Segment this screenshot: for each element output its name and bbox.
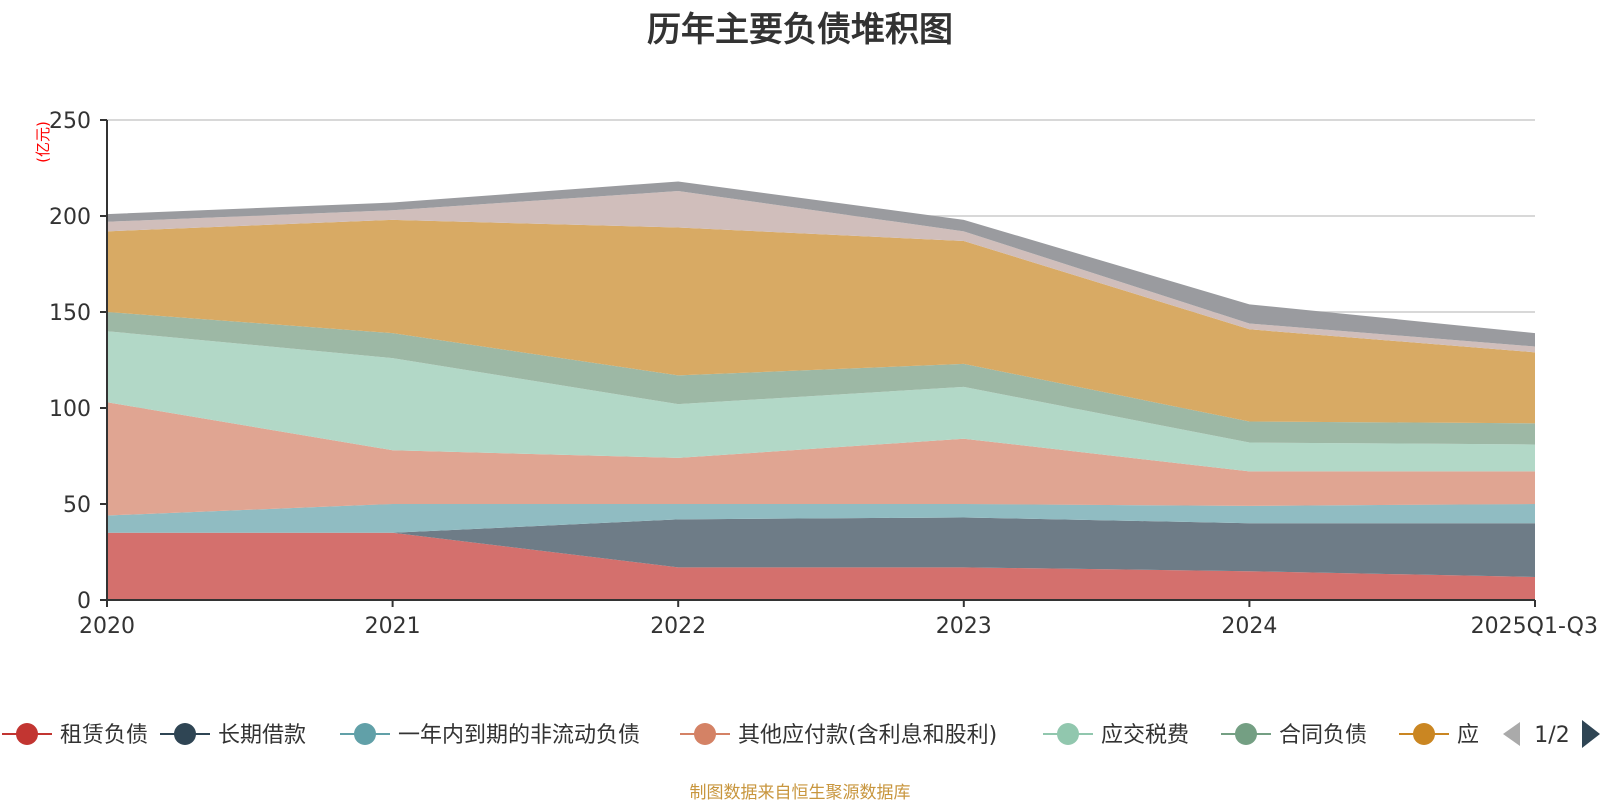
area-series-1[interactable] [107,532,1535,600]
legend-label: 长期借款 [218,723,306,748]
legend-label: 租赁负债 [60,723,148,748]
legend-item[interactable]: 应 [1399,723,1479,748]
legend: 租赁负债 长期借款 一年内到期的非流动负债 其他应付款(含利息和股利) 应交税费 合同负债… [2,712,1600,757]
legend-item[interactable]: 租赁负债 [2,723,148,748]
axes: 2020 2021 2022 2023 2024 2025Q1-Q3 [79,119,1598,639]
area-series-5[interactable] [107,331,1535,472]
legend-marker [16,723,38,745]
legend-prev-icon[interactable] [1503,722,1520,746]
legend-label: 其他应付款(含利息和股利) [738,723,997,748]
x-tick-label: 2025Q1-Q3 [1471,614,1598,639]
y-tick-label: 50 [63,493,91,518]
x-tick-label: 2022 [650,614,706,639]
y-tick-label: 150 [49,301,91,326]
y-axis-label: (亿元) [34,121,52,163]
legend-item[interactable]: 应交税费 [1043,723,1189,748]
legend-next-icon[interactable] [1582,720,1600,748]
legend-marker [1413,723,1435,745]
x-tick-label: 2021 [365,614,421,639]
chart-title: 历年主要负债堆积图 [647,10,953,50]
legend-marker [1235,723,1257,745]
legend-label: 应交税费 [1101,723,1189,748]
legend-marker [174,723,196,745]
y-tick-label: 100 [49,397,91,422]
legend-label: 应 [1457,723,1479,748]
legend-marker [354,723,376,745]
area-series-2[interactable] [107,517,1535,577]
legend-item[interactable]: 长期借款 [160,723,306,748]
area-series-9[interactable] [107,181,1535,347]
x-tick-label: 2020 [79,614,135,639]
area-series-4[interactable] [107,402,1535,516]
legend-item[interactable]: 合同负债 [1221,723,1367,748]
area-series-7[interactable] [107,219,1535,424]
legend-marker [694,723,716,745]
area-series-6[interactable] [107,312,1535,445]
legend-marker [1057,723,1079,745]
y-tick-label: 200 [49,205,91,230]
area-series [107,181,1535,600]
area-series-3[interactable] [107,504,1535,533]
legend-item[interactable]: 其他应付款(含利息和股利) [680,723,997,748]
area-series-8[interactable] [107,191,1535,353]
x-tick-label: 2023 [936,614,992,639]
legend-label: 一年内到期的非流动负债 [398,723,640,748]
legend-label: 合同负债 [1279,723,1367,748]
footer-source: 制图数据来自恒生聚源数据库 [689,783,911,803]
y-tick-label: 250 [49,109,91,134]
legend-page-indicator: 1/2 [1534,723,1569,748]
y-tick-label: 0 [77,589,91,614]
x-tick-label: 2024 [1221,614,1277,639]
legend-item[interactable]: 一年内到期的非流动负债 [340,723,640,748]
